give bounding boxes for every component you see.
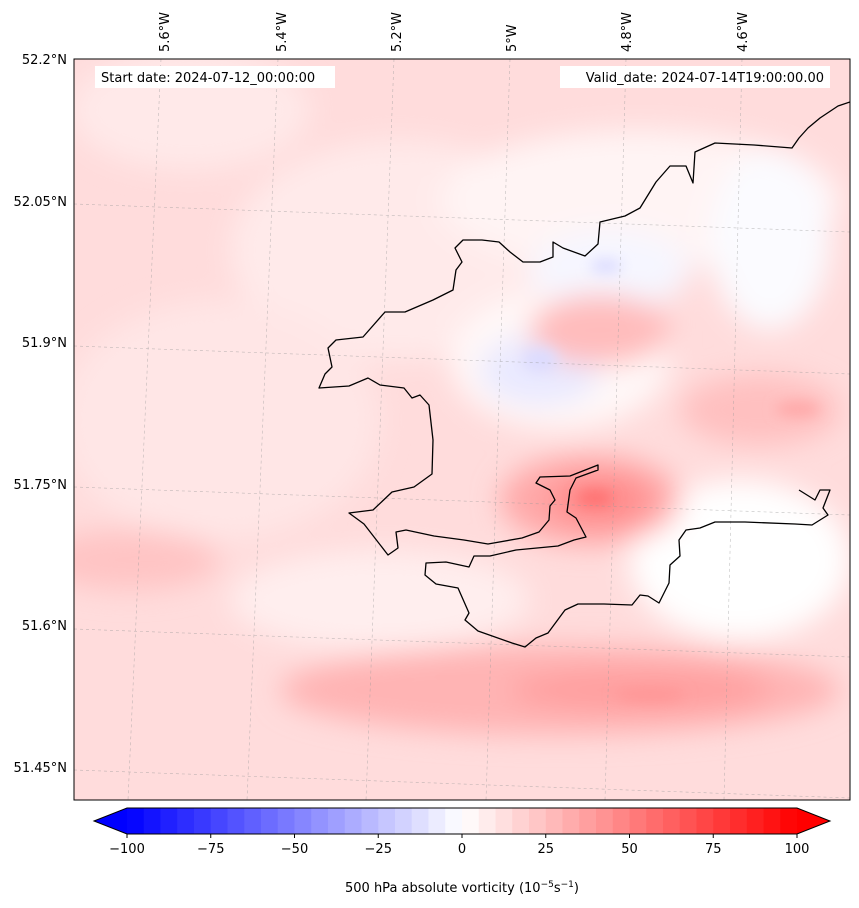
coastline-north (318, 101, 850, 648)
lon-label: 5°W (505, 24, 520, 52)
colorbar: −100 −75 −50 −25 0 25 50 75 100 500 hPa absolute… (92, 807, 832, 896)
colorbar-segment (244, 808, 262, 834)
colorbar-segment (143, 808, 162, 834)
colorbar-segment (679, 808, 698, 834)
colorbar-segment (612, 808, 631, 834)
colorbar-tick-label: −25 (365, 842, 392, 857)
lat-label: 52.05°N (14, 195, 67, 210)
latitude-labels: 52.2°N 52.05°N 51.9°N 51.75°N 51.6°N 51.… (14, 53, 67, 776)
colorbar-segment (294, 808, 312, 834)
map-panel (74, 59, 850, 800)
meridian-line (127, 59, 162, 800)
valid-date-box: Valid_date: 2024-07-14T19:00:00.00 (560, 66, 830, 88)
colorbar-segment (378, 808, 396, 834)
colorbar-segment (277, 808, 296, 834)
colorbar-tick-label: 75 (705, 842, 722, 857)
colorbar-segment (210, 808, 229, 834)
colorbar-segment (177, 808, 195, 834)
colorbar-segment (328, 808, 346, 834)
lon-label: 5.2°W (390, 12, 405, 52)
vorticity-field-detail (522, 259, 820, 701)
lat-label: 51.45°N (14, 761, 67, 776)
colorbar-label: 500 hPa absolute vorticity (10−5s−1) (345, 880, 579, 896)
lat-label: 51.9°N (22, 336, 67, 351)
colorbar-ticks: −100 −75 −50 −25 0 25 50 75 100 (109, 834, 809, 857)
lat-label: 51.75°N (14, 478, 67, 493)
colorbar-tick-label: −50 (281, 842, 308, 857)
lat-label: 52.2°N (22, 53, 67, 68)
colorbar-tick-label: 0 (458, 842, 466, 857)
lon-label: 5.4°W (275, 12, 290, 52)
lon-label: 4.8°W (620, 12, 635, 52)
graticule (74, 59, 850, 800)
colorbar-segment (746, 808, 765, 834)
colorbar-segment (529, 808, 547, 834)
colorbar-segment (730, 808, 748, 834)
colorbar-segment (545, 808, 564, 834)
colorbar-tick-label: −75 (197, 842, 224, 857)
colorbar-segment (411, 808, 430, 834)
colorbar-segment (160, 808, 178, 834)
colorbar-segment (227, 808, 245, 834)
vorticity-field (74, 59, 850, 735)
colorbar-tick-label: −100 (109, 842, 145, 857)
lon-label: 5.6°W (158, 12, 173, 52)
colorbar-segment (763, 808, 781, 834)
colorbar-segment (462, 808, 480, 834)
coastline (318, 101, 850, 648)
colorbar-segment (495, 808, 513, 834)
colorbar-tick-label: 25 (537, 842, 554, 857)
map-frame (73, 58, 851, 801)
meridian-line (246, 59, 279, 800)
colorbar-segment (696, 808, 714, 834)
colorbar-segment (445, 808, 463, 834)
colorbar-segments (127, 808, 798, 834)
longitude-labels: 5.6°W 5.4°W 5.2°W 5°W 4.8°W 4.6°W (158, 12, 751, 52)
start-date-box: Start date: 2024-07-12_00:00:00 (95, 66, 335, 88)
colorbar-extend-low (94, 808, 127, 834)
lat-label: 51.6°N (22, 619, 67, 634)
colorbar-segment (311, 808, 329, 834)
colorbar-segment (562, 808, 580, 834)
colorbar-tick-label: 50 (621, 842, 638, 857)
colorbar-segment (512, 808, 530, 834)
colorbar-extend-high (797, 808, 830, 834)
colorbar-segment (361, 808, 379, 834)
colorbar-segment (663, 808, 681, 834)
colorbar-segment (428, 808, 446, 834)
colorbar-tick-label: 100 (785, 842, 810, 857)
colorbar-segment (579, 808, 597, 834)
colorbar-segment (596, 808, 614, 834)
colorbar-segment (395, 808, 413, 834)
colorbar-segment (713, 808, 731, 834)
colorbar-segment (127, 808, 145, 834)
colorbar-segment (780, 808, 798, 834)
lon-label: 4.6°W (736, 12, 751, 52)
colorbar-segment (478, 808, 497, 834)
colorbar-segment (261, 808, 279, 834)
colorbar-segment (646, 808, 664, 834)
colorbar-segment (629, 808, 647, 834)
start-date-label: Start date: 2024-07-12_00:00:00 (101, 71, 315, 86)
colorbar-segment (344, 808, 363, 834)
colorbar-segment (194, 808, 212, 834)
valid-date-label: Valid_date: 2024-07-14T19:00:00.00 (586, 71, 824, 86)
